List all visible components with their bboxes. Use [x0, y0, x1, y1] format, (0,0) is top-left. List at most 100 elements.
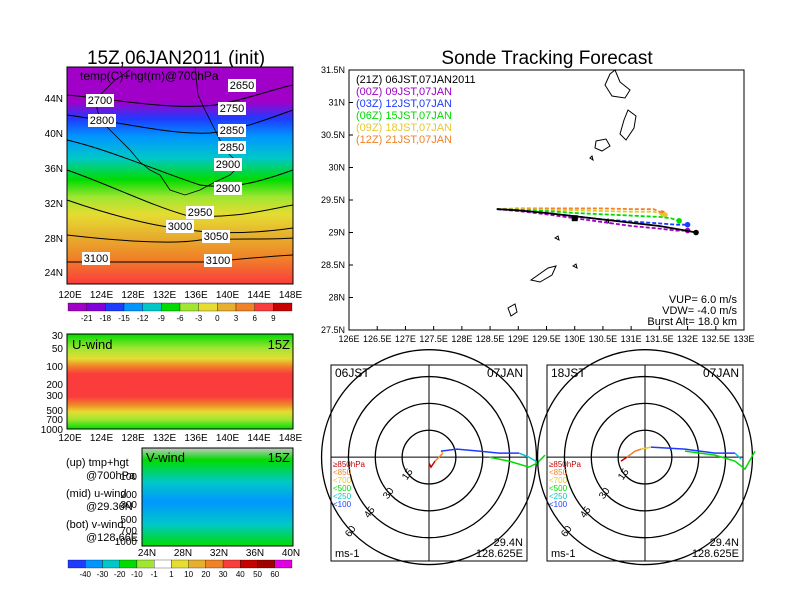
contour-label: 3050	[204, 231, 228, 243]
lon-tick-label: 127E	[395, 334, 416, 344]
colorbar-tick-label: -15	[118, 314, 130, 323]
colorbar-tick-label: 40	[236, 570, 245, 579]
lat-tick-label: 36N	[45, 164, 63, 175]
wind-profile-line	[428, 460, 436, 469]
colorbar-swatch	[86, 302, 106, 312]
hodograph-time: 06JST	[335, 366, 370, 380]
colorbar-swatch	[105, 302, 125, 312]
contour-label: 2700	[88, 95, 112, 107]
lon-tick-label: 127.5E	[419, 334, 448, 344]
lat-tick-label: 29.5N	[321, 195, 345, 205]
lat-tick-label: 30N	[328, 163, 345, 173]
hodograph-date: 07JAN	[487, 366, 523, 380]
colorbar-swatch	[235, 302, 255, 312]
track-marker	[571, 215, 578, 222]
contour-label: 2750	[220, 103, 244, 115]
vwind-field	[142, 448, 293, 546]
lat-tick-label: 44N	[45, 94, 63, 105]
colorbar-swatch	[205, 559, 224, 569]
panel-description: @128.66E	[86, 532, 138, 544]
right-title: Sonde Tracking Forecast	[441, 48, 653, 69]
lon-tick-label: 128E	[121, 290, 145, 301]
level-legend: <100	[549, 500, 568, 509]
colorbar-tick-label: 20	[201, 570, 210, 579]
colorbar-swatch	[257, 559, 275, 569]
track-endpoint	[693, 229, 699, 236]
colorbar-swatch	[240, 559, 258, 569]
colorbar-tick-label: -3	[195, 314, 203, 323]
lon-tick-label: 126E	[338, 334, 359, 344]
lon-tick-label: 148E	[279, 290, 303, 301]
hodograph-unit: ms-1	[551, 548, 575, 560]
lat-tick-label: 31.5N	[321, 65, 345, 75]
lat-tick-label: 24N	[45, 268, 63, 279]
left-title: 15Z,06JAN2011 (init)	[87, 48, 265, 69]
wind-profile-line	[734, 452, 742, 460]
legend-entry: (00Z) 09JST,07JAN	[356, 86, 452, 98]
lon-tick-label: 126.5E	[363, 334, 392, 344]
track-line	[496, 208, 680, 222]
vwind-ytick-label: 1000	[115, 537, 138, 548]
wind-profile-line	[434, 452, 444, 462]
lon-tick-label: 130.5E	[589, 334, 618, 344]
vwind-xtick-label: 24N	[138, 548, 156, 559]
hodograph-ring	[320, 349, 538, 566]
contour-label: 3100	[206, 255, 230, 267]
lat-tick-label: 27.5N	[321, 325, 345, 335]
wind-profile-line	[650, 446, 735, 454]
wind-profile-line	[640, 446, 652, 450]
island	[594, 138, 611, 152]
colorbar-tick-label: 9	[271, 314, 276, 323]
colorbar-tick-label: -6	[176, 314, 184, 323]
panel-descriptions: (up) tmp+hgt@700hPa (mid) u-wind@29.36N (b…	[66, 457, 138, 544]
colorbar-tick-label: -12	[137, 314, 149, 323]
uwind-ytick-label: 300	[46, 391, 63, 402]
lat-tick-label: 28N	[45, 234, 63, 245]
colorbar-swatch	[123, 302, 143, 312]
colorbar-tick-label: -9	[158, 314, 166, 323]
level-legend: <700	[333, 476, 352, 485]
hodograph-unit: ms-1	[335, 548, 359, 560]
lat-tick-label: 29N	[328, 228, 345, 238]
level-legend: <250	[549, 492, 568, 501]
contour-label-bg	[186, 206, 214, 219]
uwind-xtick-label: 128E	[121, 433, 145, 444]
colorbar-swatch	[67, 559, 86, 569]
contour-label-bg	[218, 124, 246, 137]
island	[529, 265, 557, 283]
uwind-ytick-label: 30	[52, 331, 64, 342]
wind-profile-line	[620, 456, 628, 462]
lat-tick-label: 28N	[328, 293, 345, 303]
lon-tick-label: 131E	[621, 334, 642, 344]
colorbar-tick-label: 10	[184, 570, 193, 579]
track-endpoint	[662, 212, 668, 218]
uwind-field	[67, 334, 293, 429]
vwind-xtick-label: 32N	[210, 548, 228, 559]
contour-label-bg	[88, 114, 116, 127]
lat-tick-label: 40N	[45, 129, 63, 140]
uwind-ytick-label: 500	[46, 406, 63, 417]
level-legend: <100	[333, 500, 352, 509]
colorbar-tick-label: 50	[253, 570, 262, 579]
track-endpoint	[676, 218, 682, 224]
uwind-xtick-label: 124E	[90, 433, 114, 444]
level-legend: <700	[549, 476, 568, 485]
uwind-xtick-label: 132E	[153, 433, 177, 444]
uwind-ytick-label: 100	[46, 362, 63, 373]
uwind-ytick-label: 700	[46, 415, 63, 426]
lon-tick-label: 124E	[90, 290, 114, 301]
wind-profile-line	[488, 454, 546, 468]
hodograph-lon: 128.625E	[692, 548, 739, 560]
uwind-xtick-label: 136E	[184, 433, 208, 444]
temperature-map-panel: 2650 2700 2750 2800 2850 2850 2900 2900 2950 3000…	[45, 66, 303, 323]
level-legend: ≥850hPa	[333, 460, 366, 469]
colorbar-swatch	[119, 559, 138, 569]
vwind-colorbar: -40 -30 -20 -10 -1 1 10 20 30 40 50 60	[67, 559, 293, 579]
uwind-xtick-label: 144E	[247, 433, 271, 444]
uwind-label: U-wind	[72, 337, 112, 352]
island	[604, 69, 631, 99]
